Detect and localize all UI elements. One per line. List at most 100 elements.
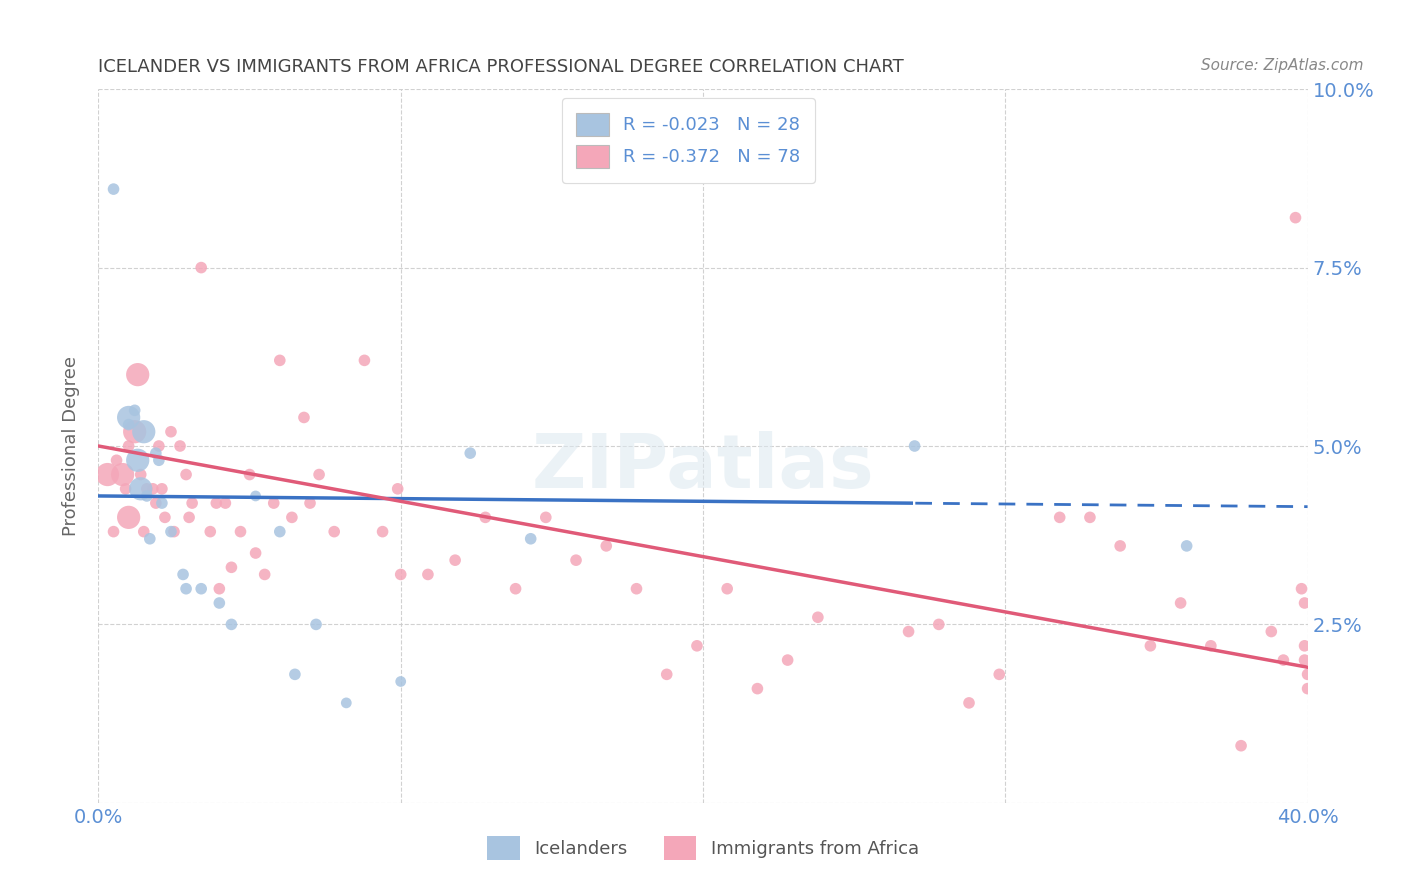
- Point: [132, 425, 155, 439]
- Point: [118, 417, 141, 432]
- Point: [150, 482, 173, 496]
- Point: [1284, 211, 1306, 225]
- Point: [208, 596, 231, 610]
- Point: [111, 467, 134, 482]
- Point: [145, 496, 167, 510]
- Point: [747, 681, 769, 696]
- Point: [305, 617, 328, 632]
- Point: [323, 524, 346, 539]
- Point: [1294, 639, 1316, 653]
- Point: [229, 524, 252, 539]
- Point: [96, 467, 118, 482]
- Point: [626, 582, 648, 596]
- Point: [1294, 596, 1316, 610]
- Point: [534, 510, 557, 524]
- Point: [904, 439, 927, 453]
- Point: [716, 582, 738, 596]
- Point: [148, 453, 170, 467]
- Point: [1230, 739, 1253, 753]
- Point: [129, 467, 152, 482]
- Point: [519, 532, 541, 546]
- Point: [142, 482, 165, 496]
- Point: [221, 560, 243, 574]
- Point: [127, 368, 149, 382]
- Point: [132, 524, 155, 539]
- Point: [163, 524, 186, 539]
- Point: [776, 653, 799, 667]
- Point: [505, 582, 527, 596]
- Point: [118, 439, 141, 453]
- Point: [114, 482, 136, 496]
- Point: [124, 425, 146, 439]
- Text: ICELANDER VS IMMIGRANTS FROM AFRICA PROFESSIONAL DEGREE CORRELATION CHART: ICELANDER VS IMMIGRANTS FROM AFRICA PROF…: [98, 58, 904, 76]
- Point: [686, 639, 709, 653]
- Point: [389, 567, 412, 582]
- Point: [1109, 539, 1132, 553]
- Point: [127, 453, 149, 467]
- Point: [1170, 596, 1192, 610]
- Point: [118, 510, 141, 524]
- Point: [281, 510, 304, 524]
- Point: [416, 567, 439, 582]
- Point: [928, 617, 950, 632]
- Point: [239, 467, 262, 482]
- Point: [208, 582, 231, 596]
- Point: [150, 496, 173, 510]
- Point: [245, 489, 267, 503]
- Point: [1294, 653, 1316, 667]
- Point: [1049, 510, 1071, 524]
- Point: [200, 524, 222, 539]
- Point: [263, 496, 285, 510]
- Y-axis label: Professional Degree: Professional Degree: [62, 356, 80, 536]
- Point: [474, 510, 496, 524]
- Point: [153, 510, 176, 524]
- Point: [139, 532, 162, 546]
- Point: [103, 182, 125, 196]
- Point: [458, 446, 481, 460]
- Text: ZIPatlas: ZIPatlas: [531, 431, 875, 504]
- Point: [988, 667, 1011, 681]
- Point: [129, 482, 152, 496]
- Point: [1199, 639, 1222, 653]
- Point: [135, 489, 157, 503]
- Point: [335, 696, 357, 710]
- Point: [1078, 510, 1101, 524]
- Point: [124, 403, 146, 417]
- Point: [205, 496, 228, 510]
- Point: [245, 546, 267, 560]
- Point: [221, 617, 243, 632]
- Point: [299, 496, 322, 510]
- Point: [174, 582, 197, 596]
- Point: [172, 567, 194, 582]
- Point: [595, 539, 617, 553]
- Text: Source: ZipAtlas.com: Source: ZipAtlas.com: [1201, 58, 1364, 73]
- Point: [565, 553, 588, 567]
- Point: [145, 446, 167, 460]
- Point: [387, 482, 409, 496]
- Point: [444, 553, 467, 567]
- Point: [269, 524, 291, 539]
- Point: [103, 524, 125, 539]
- Point: [105, 453, 128, 467]
- Point: [1139, 639, 1161, 653]
- Point: [292, 410, 315, 425]
- Point: [1291, 582, 1313, 596]
- Point: [284, 667, 307, 681]
- Point: [253, 567, 276, 582]
- Point: [1272, 653, 1295, 667]
- Point: [160, 524, 183, 539]
- Point: [655, 667, 678, 681]
- Point: [1175, 539, 1198, 553]
- Point: [371, 524, 394, 539]
- Point: [214, 496, 236, 510]
- Point: [389, 674, 412, 689]
- Point: [1260, 624, 1282, 639]
- Point: [174, 467, 197, 482]
- Point: [957, 696, 980, 710]
- Point: [148, 439, 170, 453]
- Point: [269, 353, 291, 368]
- Point: [353, 353, 375, 368]
- Legend: R = -0.023   N = 28, R = -0.372   N = 78: R = -0.023 N = 28, R = -0.372 N = 78: [562, 98, 815, 183]
- Point: [190, 582, 212, 596]
- Point: [1296, 667, 1319, 681]
